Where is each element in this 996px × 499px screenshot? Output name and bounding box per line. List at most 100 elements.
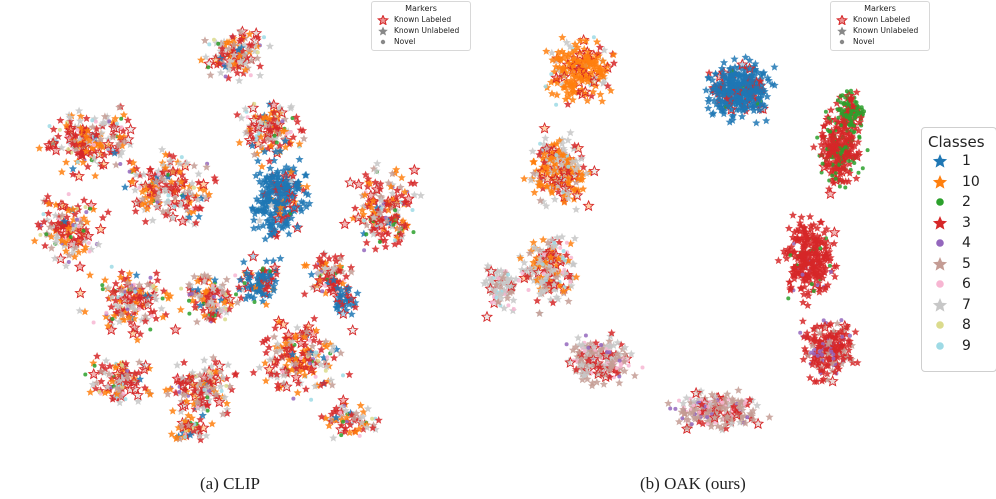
scatter-point [840,342,849,350]
scatter-point [185,182,194,190]
scatter-point [809,324,818,333]
scatter-point [830,272,839,281]
scatter-point [64,206,73,215]
scatter-point [840,346,849,355]
scatter-point [762,116,771,125]
scatter-point [261,376,270,385]
scatter-point [811,242,820,251]
scatter-point [573,61,582,69]
scatter-point [132,170,141,179]
scatter-point [284,131,289,136]
scatter-point [787,242,796,251]
scatter-point [558,245,563,250]
scatter-point [253,156,262,165]
scatter-point [80,307,89,316]
scatter-point [277,223,287,232]
scatter-point [784,224,793,232]
scatter-point [133,335,142,344]
scatter-point [839,111,844,116]
scatter-point [805,274,814,282]
scatter-point [809,282,814,287]
scatter-point [79,158,88,166]
scatter-point [547,78,556,86]
scatter-point [852,174,861,182]
scatter-point [243,127,252,136]
scatter-point [119,132,128,141]
scatter-point [799,243,808,252]
scatter-point [342,272,351,281]
scatter-point [236,27,245,36]
scatter-point [137,285,146,293]
scatter-point [708,411,721,423]
scatter-point [253,42,262,50]
scatter-point [377,216,386,225]
scatter-point [849,102,858,111]
scatter-point [796,258,805,267]
scatter-point [824,139,833,148]
scatter-point [325,355,330,360]
scatter-point [262,348,271,357]
scatter-point [30,236,39,245]
scatter-point [200,185,209,194]
scatter-point [123,116,132,124]
scatter-point [728,399,737,408]
scatter-point [119,110,128,119]
scatter-point [563,88,572,97]
scatter-point [223,293,236,305]
scatter-point [704,97,713,106]
classes-legend-item: 10 [922,172,996,193]
scatter-point [841,102,846,106]
scatter-point [391,222,396,227]
scatter-point [137,293,146,302]
classes-legend-label: 10 [962,173,980,190]
scatter-point [598,70,607,79]
scatter-point [131,185,140,194]
scatter-point [143,204,152,213]
scatter-point [356,401,365,410]
scatter-point [827,126,836,135]
scatter-point [555,136,564,145]
scatter-point [837,162,842,167]
scatter-point [191,218,201,227]
scatter-point [92,124,101,133]
scatter-point [225,304,234,313]
scatter-point [542,285,551,294]
scatter-point [197,55,206,64]
scatter-point [266,194,275,202]
scatter-point [107,119,112,124]
scatter-point [206,314,215,323]
scatter-point [273,384,283,392]
scatter-point [820,268,829,277]
scatter-point [222,374,231,383]
scatter-point [152,269,161,277]
scatter-point [293,117,302,126]
scatter-point [188,368,197,377]
scatter-point [125,307,130,312]
scatter-point [65,113,74,122]
scatter-point [97,149,106,157]
scatter-point [244,291,253,299]
scatter-point [284,355,293,364]
scatter-point [753,401,762,410]
scatter-point [550,166,559,174]
scatter-point [179,192,188,200]
scatter-point [364,174,373,183]
scatter-point [491,280,501,289]
scatter-point [184,280,194,289]
scatter-point [520,271,525,276]
scatter-point [805,373,815,382]
scatter-point [70,252,79,261]
scatter-point [140,205,149,214]
classes-legend-label: 5 [962,255,971,272]
scatter-point [540,262,545,267]
scatter-point [836,170,845,178]
scatter-point [76,112,85,120]
scatter-point [337,407,346,415]
scatter-point [813,232,822,240]
scatter-point [127,379,136,387]
scatter-point [337,411,346,420]
scatter-point [694,417,703,426]
scatter-point [66,192,71,197]
scatter-point [742,80,751,88]
scatter-point [839,116,849,124]
